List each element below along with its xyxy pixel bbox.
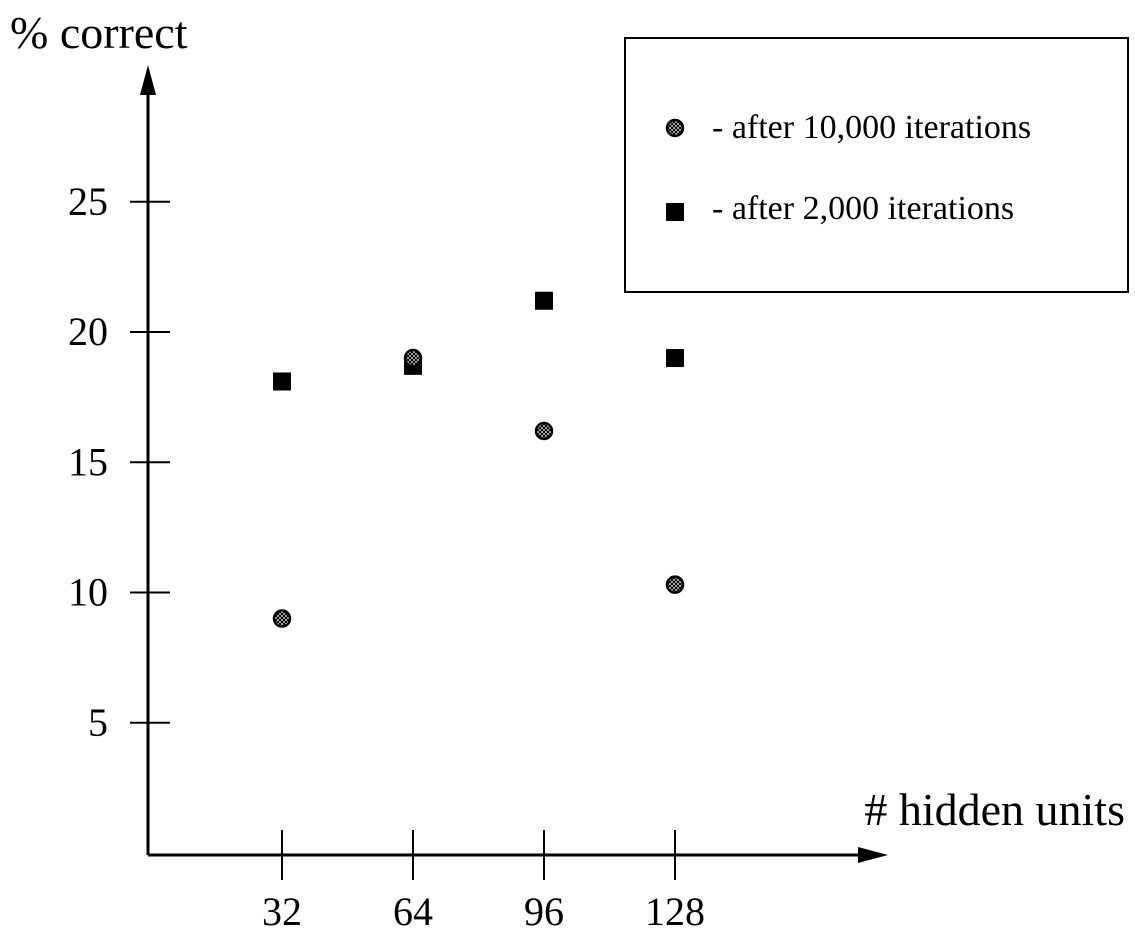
- x-tick-label: 32: [262, 889, 302, 931]
- tick-group: 5 10 15 20 25 32 64 96 128: [68, 179, 705, 931]
- x-axis: [148, 847, 888, 863]
- data-marks: [272, 291, 685, 628]
- y-axis-title: % correct: [10, 7, 188, 58]
- legend-label: - after 2,000 iterations: [712, 190, 1014, 227]
- y-tick-label: 20: [68, 309, 108, 354]
- y-axis: [140, 65, 156, 855]
- x-tick-label: 128: [645, 889, 705, 931]
- legend-circle-marker: [665, 118, 685, 138]
- x-tick-label: 64: [393, 889, 433, 931]
- square-point: [273, 372, 291, 391]
- y-tick-label: 25: [68, 179, 108, 224]
- circle-point: [272, 609, 292, 628]
- legend-items: - after 10,000 iterations - after 2,000 i…: [665, 109, 1031, 227]
- y-axis-arrow: [140, 65, 156, 95]
- circle-point: [665, 575, 685, 594]
- circle-point: [534, 421, 554, 441]
- circle-point: [403, 348, 423, 368]
- y-tick-label: 15: [68, 439, 108, 484]
- y-tick-label: 10: [68, 570, 108, 615]
- y-tick-label: 5: [88, 700, 108, 745]
- x-tick-label: 96: [524, 889, 564, 931]
- legend-box: [624, 37, 1129, 293]
- square-point: [666, 349, 684, 368]
- legend-label: - after 10,000 iterations: [712, 109, 1031, 146]
- x-axis-arrow: [858, 847, 888, 863]
- square-point: [535, 291, 553, 310]
- legend: - after 10,000 iterations - after 2,000 i…: [624, 37, 1129, 293]
- x-axis-title: # hidden units: [864, 784, 1125, 835]
- legend-square-marker: [666, 203, 684, 221]
